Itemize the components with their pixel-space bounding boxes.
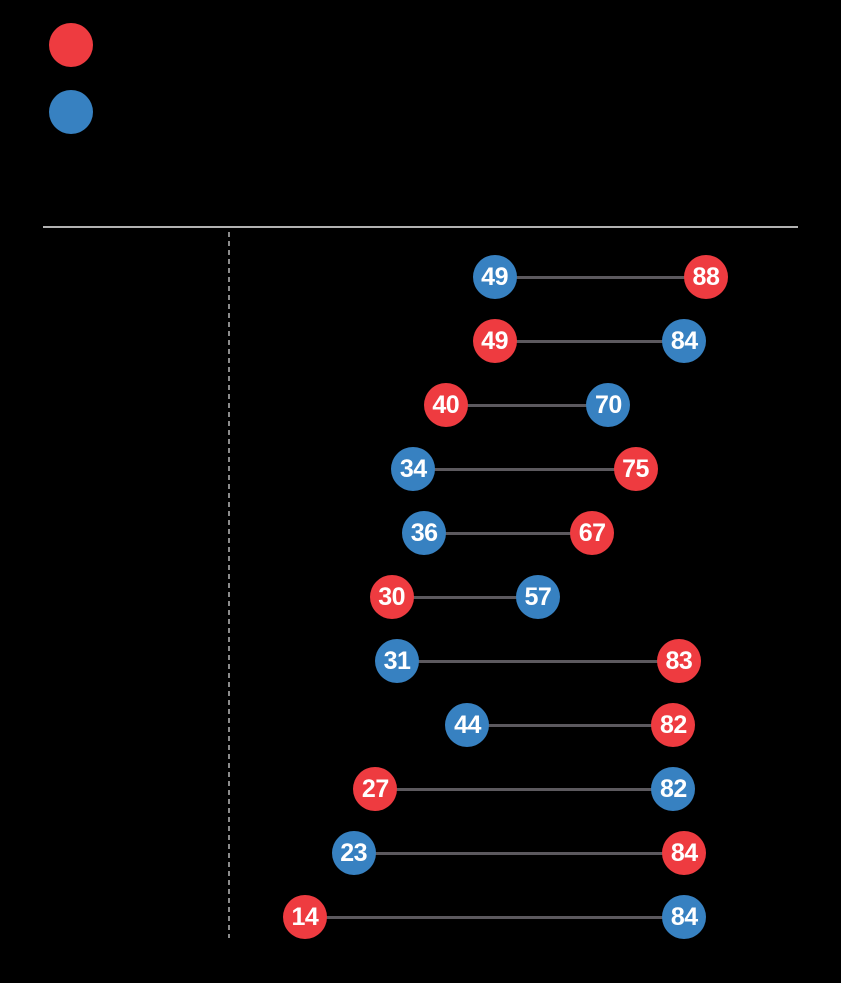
dumbbell-dot-blue: 84 [662,895,707,939]
dumbbell-connector [494,275,706,279]
dumbbell-connector [445,403,609,407]
dumbbell-dot-blue: 31 [375,639,420,683]
legend-dot-blue-icon [49,90,93,134]
dumbbell-dot-blue: 36 [402,511,447,555]
dumbbell-dot-red: 27 [353,767,398,811]
dumbbell-dot-blue: 49 [472,255,517,299]
dumbbell-connector [375,787,674,791]
dumbbell-dot-red: 40 [423,383,468,427]
dumbbell-dot-blue: 23 [331,831,376,875]
dumbbell-dot-blue: 84 [662,319,707,363]
zero-baseline-dashed [228,232,230,938]
dumbbell-connector [304,915,685,919]
dumbbell-dot-blue: 82 [651,767,696,811]
dumbbell-dot-red: 82 [651,703,696,747]
dumbbell-connector [467,723,674,727]
dumbbell-connector [424,531,593,535]
dumbbell-dot-blue: 34 [391,447,436,491]
dumbbell-connector [353,851,685,855]
legend-dot-red-icon [49,23,93,67]
dumbbell-dot-red: 67 [570,511,615,555]
dumbbell-dot-red: 88 [683,255,728,299]
dumbbell-dot-red: 14 [282,895,327,939]
dumbbell-dot-red: 49 [472,319,517,363]
dumbbell-dot-blue: 44 [445,703,490,747]
dumbbell-connector [494,339,685,343]
dumbbell-connector [391,595,538,599]
dumbbell-dot-blue: 57 [515,575,560,619]
dumbbell-dot-red: 84 [662,831,707,875]
dumbbell-connector [397,659,679,663]
dumbbell-dot-red: 30 [369,575,414,619]
dumbbell-dot-red: 75 [613,447,658,491]
dumbbell-dot-blue: 70 [586,383,631,427]
header-divider [43,226,798,228]
dumbbell-dot-red: 83 [656,639,701,683]
dumbbell-connector [413,467,636,471]
